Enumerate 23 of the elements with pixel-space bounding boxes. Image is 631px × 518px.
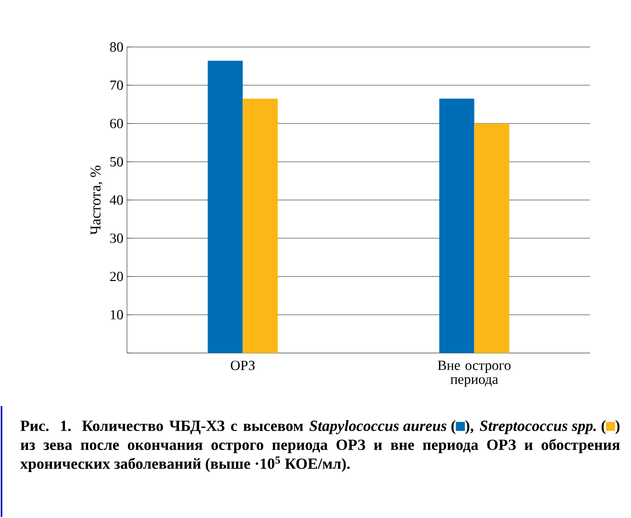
text: Рис. 1. Количество ЧБД-ХЗ с высевом [20, 420, 304, 434]
y-tick-label: 40 [110, 195, 123, 205]
y-tick-label: 30 [110, 234, 123, 243]
x-tick-label: Вне острого периода [438, 360, 511, 387]
bar [439, 98, 474, 353]
y-tick-label: 60 [110, 118, 123, 128]
text: из зева после окончания острого периода ОРЗ и вне периода ОРЗ и обострения хронических заболеваний (выше ·10$^{5}$ КОЕ/мл). [20, 438, 620, 472]
text: ), [465, 420, 474, 434]
y-axis-title: Частота, % [90, 166, 103, 235]
x-tick-label: ОРЗ [230, 360, 255, 370]
y-tick-label: 10 [110, 310, 123, 320]
text: ( [451, 420, 456, 434]
y-tick-label: 80 [110, 42, 123, 52]
legend-label: Stapylococcus aureus [309, 420, 446, 434]
legend-label: Streptococcus spp. [480, 420, 596, 434]
text: ( [602, 420, 606, 434]
y-tick-label: 20 [110, 272, 123, 282]
text: ) [616, 420, 620, 434]
bar [242, 98, 278, 353]
bar [208, 60, 243, 353]
y-tick-label: 70 [110, 80, 123, 90]
bar [474, 123, 510, 353]
y-tick-label: 50 [110, 157, 123, 166]
